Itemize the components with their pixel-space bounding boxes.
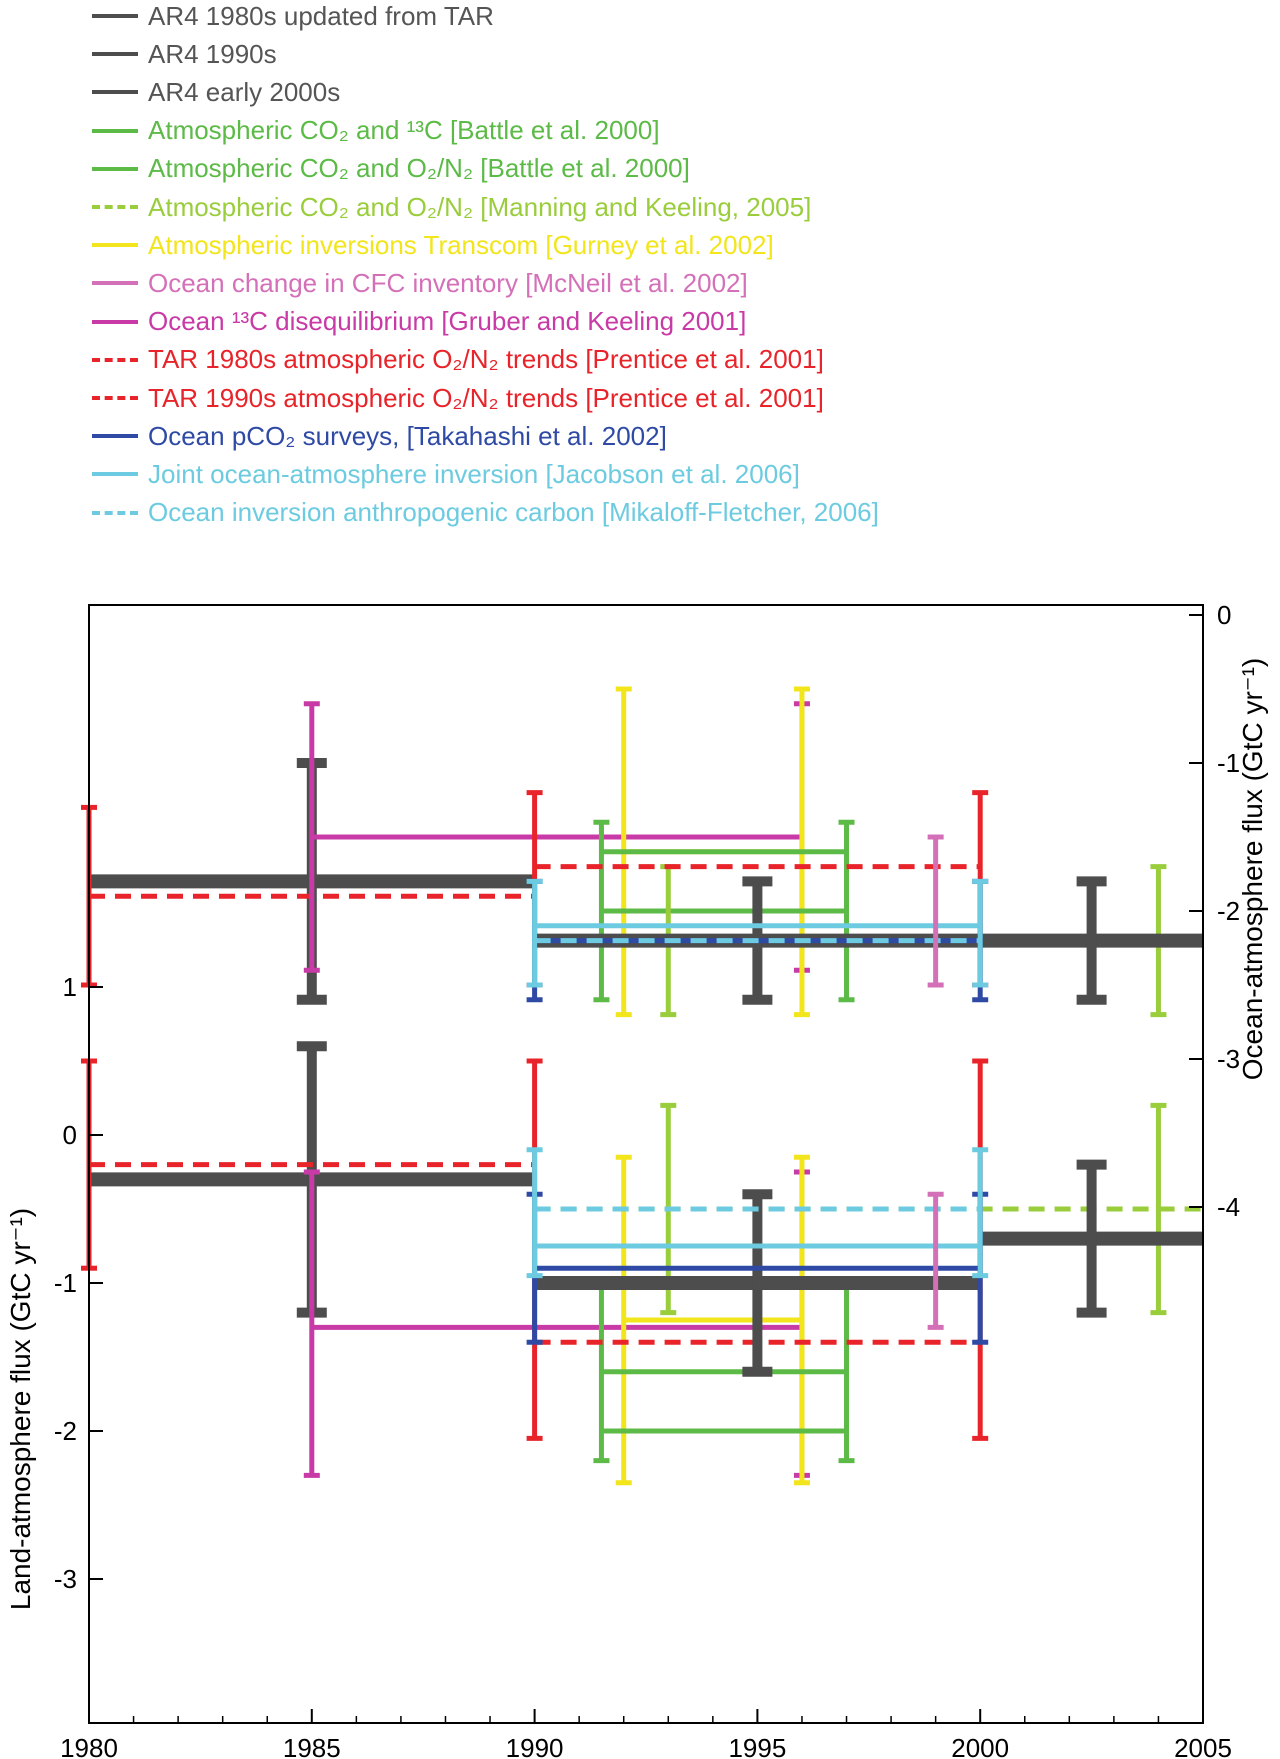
legend-item: Atmospheric CO₂ and O₂/N₂ [Battle et al.… xyxy=(92,149,690,189)
legend-item: Ocean pCO₂ surveys, [Takahashi et al. 20… xyxy=(92,416,667,456)
x-tick-label: 1995 xyxy=(728,1733,786,1759)
x-axis: 1980 1985 1990 1995 2000 2005 xyxy=(60,1709,1232,1759)
legend-label: TAR 1990s atmospheric O₂/N₂ trends [Pren… xyxy=(148,382,824,413)
right-tick-label: -3 xyxy=(1217,1044,1240,1074)
ocean-estimate xyxy=(303,701,810,973)
legend-label: AR4 1990s xyxy=(148,38,277,69)
land-estimate xyxy=(534,1189,981,1377)
plot-frame xyxy=(88,604,1204,1724)
land-estimate xyxy=(927,1191,944,1330)
legend-swatch xyxy=(92,396,138,400)
right-y-axis: -4 -3 -2 -1 0 xyxy=(1189,600,1240,1222)
legend-item: Ocean inversion anthropogenic carbon [Mi… xyxy=(92,493,879,533)
legend-item: Ocean ¹³C disequilibrium [Gruber and Kee… xyxy=(92,302,746,342)
legend-item: Atmospheric CO₂ and ¹³C [Battle et al. 2… xyxy=(92,111,660,151)
left-tick-label: 0 xyxy=(63,1120,77,1150)
legend-item: AR4 early 2000s xyxy=(92,72,340,112)
land-estimate xyxy=(615,1154,810,1486)
legend-swatch xyxy=(92,281,138,286)
legend-label: Atmospheric CO₂ and O₂/N₂ [Battle et al.… xyxy=(148,153,690,184)
legend-item: Ocean change in CFC inventory [McNeil et… xyxy=(92,263,748,303)
land-estimate xyxy=(526,1147,989,1279)
legend-swatch xyxy=(92,472,138,477)
left-tick-label: -3 xyxy=(54,1564,77,1594)
legend-label: TAR 1980s atmospheric O₂/N₂ trends [Pren… xyxy=(148,344,824,375)
ocean-estimate xyxy=(980,876,1203,1005)
legend-label: Joint ocean-atmosphere inversion [Jacobs… xyxy=(148,458,800,489)
legend-swatch xyxy=(92,14,138,18)
legend-swatch xyxy=(92,205,138,209)
legend-item: AR4 1990s xyxy=(92,34,277,74)
legend-label: Ocean pCO₂ surveys, [Takahashi et al. 20… xyxy=(148,420,667,451)
legend-label: Atmospheric inversions Transcom [Gurney … xyxy=(148,229,774,260)
legend-label: Ocean ¹³C disequilibrium [Gruber and Kee… xyxy=(148,306,747,337)
legend-swatch xyxy=(92,434,138,439)
legend-item: Atmospheric CO₂ and O₂/N₂ [Manning and K… xyxy=(92,187,811,227)
ocean-estimate xyxy=(526,878,989,988)
x-tick-label: 2000 xyxy=(951,1733,1009,1759)
legend-label: Atmospheric CO₂ and ¹³C [Battle et al. 2… xyxy=(148,115,660,146)
legend-swatch xyxy=(92,243,138,248)
left-axis-title: Land-atmosphere flux (GtC yr⁻¹) xyxy=(5,1208,36,1610)
legend-swatch xyxy=(92,52,138,57)
left-tick-label: -2 xyxy=(54,1416,77,1446)
legend-swatch xyxy=(92,357,138,362)
ocean-estimate xyxy=(927,834,944,988)
x-tick-label: 1985 xyxy=(283,1733,341,1759)
right-tick-label: -4 xyxy=(1217,1192,1240,1222)
flux-chart: 1980 1985 1990 1995 2000 2005 -3 -2 -1 0 1 -4 -3 -2… xyxy=(5,600,1268,1759)
legend-swatch xyxy=(92,90,138,95)
legend-item: TAR 1990s atmospheric O₂/N₂ trends [Pren… xyxy=(92,378,824,418)
right-tick-label: -2 xyxy=(1217,896,1240,926)
legend-item: Joint ocean-atmosphere inversion [Jacobs… xyxy=(92,454,800,494)
right-axis-title: Ocean-atmosphere flux (GtC yr⁻¹) xyxy=(1237,658,1268,1080)
legend-swatch xyxy=(92,319,138,324)
legend-swatch xyxy=(92,128,138,133)
legend-item: TAR 1980s atmospheric O₂/N₂ trends [Pren… xyxy=(92,340,824,380)
legend-label: AR4 1980s updated from TAR xyxy=(148,0,494,31)
x-tick-label: 1980 xyxy=(60,1733,118,1759)
legend-label: Atmospheric CO₂ and O₂/N₂ [Manning and K… xyxy=(148,191,812,222)
left-y-axis: -3 -2 -1 0 1 xyxy=(54,972,103,1594)
left-tick-label: -1 xyxy=(54,1268,77,1298)
legend-swatch xyxy=(92,510,138,515)
legend-label: AR4 early 2000s xyxy=(148,76,341,107)
legend-item: Atmospheric inversions Transcom [Gurney … xyxy=(92,225,774,265)
x-tick-label: 1990 xyxy=(506,1733,564,1759)
left-tick-label: 1 xyxy=(63,972,77,1002)
legend-label: Ocean inversion anthropogenic carbon [Mi… xyxy=(148,497,879,528)
legend-label: Ocean change in CFC inventory [McNeil et… xyxy=(148,267,748,298)
legend-swatch xyxy=(92,166,138,171)
right-tick-label: -1 xyxy=(1217,748,1240,778)
right-tick-label: 0 xyxy=(1217,600,1231,630)
x-tick-label: 2005 xyxy=(1174,1733,1232,1759)
chart-marks xyxy=(81,686,1203,1486)
legend: AR4 1980s updated from TAR AR4 1990s AR4 e… xyxy=(0,0,1280,540)
legend-item: AR4 1980s updated from TAR xyxy=(92,0,494,36)
land-estimate xyxy=(980,1159,1203,1318)
